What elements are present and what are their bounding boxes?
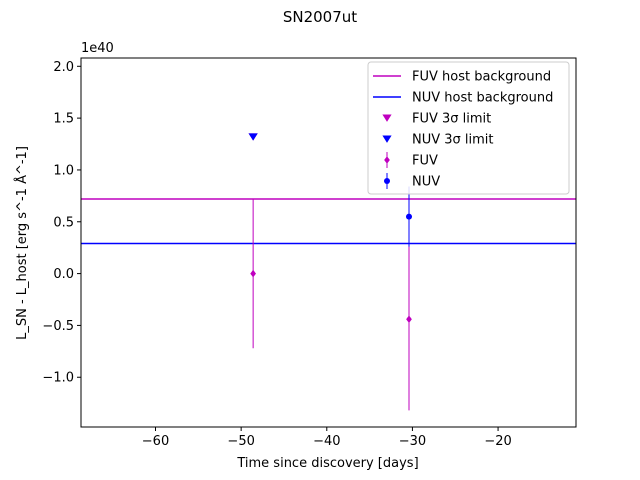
y-tick-label: 0.0 — [53, 267, 74, 282]
x-tick-label: −50 — [227, 434, 254, 449]
fuv-point-1 — [406, 315, 412, 324]
y-tick-label: 1.5 — [53, 112, 74, 127]
y-tick-label: 1.0 — [53, 163, 74, 178]
legend-nuv-host-background-label: NUV host background — [412, 91, 553, 106]
legend-nuv-3-limit-label: NUV 3σ limit — [412, 133, 494, 148]
legend-nuv-swatch — [384, 178, 390, 184]
data-layer — [81, 133, 576, 411]
y-offset-label: 1e40 — [81, 41, 114, 56]
nuv-point-0 — [406, 213, 413, 220]
axes-frame — [80, 57, 577, 428]
x-tick-label: −60 — [142, 434, 169, 449]
legend-nuv-3-limit-swatch — [382, 135, 392, 143]
x-tick-label: −40 — [313, 434, 340, 449]
legend-fuv-3-limit-swatch — [382, 114, 392, 122]
fuv-point-0 — [250, 269, 256, 278]
legend: FUV host background NUV host background FU… — [367, 61, 570, 195]
limit-marker-nuv-3-limit-0 — [248, 133, 258, 141]
legend-fuv-label: FUV — [412, 154, 438, 169]
y-tick-label: 0.5 — [53, 215, 74, 230]
x-axis-label: Time since discovery [days] — [236, 456, 418, 471]
legend-fuv-swatch — [384, 156, 390, 164]
y-tick-label: 2.0 — [53, 60, 74, 75]
x-tick-label: −20 — [484, 434, 511, 449]
plot-area: −60 −50 −40 −30 −20 −1.0 −0.5 0.0 0.5 1.0 1.5 2.0 FU… — [42, 57, 577, 449]
legend-fuv-host-background-label: FUV host background — [412, 70, 551, 85]
y-tick-label: −1.0 — [42, 371, 74, 386]
y-axis-label: L_SN - L_host [erg s^-1 Å^-1] — [14, 146, 30, 340]
x-tick-label: −30 — [399, 434, 426, 449]
legend-nuv-label: NUV — [412, 175, 440, 190]
y-tick-label: −0.5 — [42, 319, 74, 334]
chart-title: SN2007ut — [283, 8, 357, 26]
legend-fuv-3-limit-label: FUV 3σ limit — [412, 112, 491, 127]
legend-box — [367, 61, 570, 195]
